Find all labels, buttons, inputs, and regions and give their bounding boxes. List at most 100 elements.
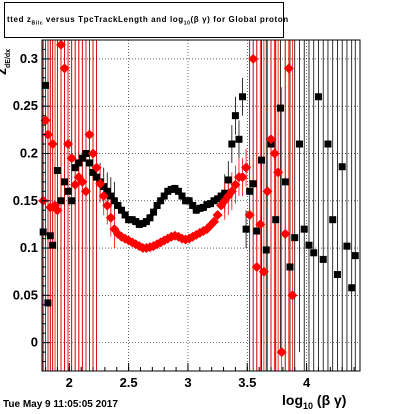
point-black — [57, 197, 65, 205]
x-tick-label: 4 — [303, 375, 311, 390]
point-red — [105, 212, 116, 223]
point-red — [258, 266, 269, 277]
y-tick-label: 0.1 — [20, 240, 38, 255]
title-sub1: Bilc — [31, 20, 44, 27]
point-black — [182, 197, 190, 205]
point-red — [59, 63, 70, 74]
point-black — [272, 216, 280, 224]
point-black — [210, 197, 218, 205]
point-black — [214, 195, 222, 203]
point-red — [84, 129, 95, 140]
point-black — [100, 183, 108, 191]
y-axis-label: zdE/dx — [0, 45, 33, 75]
ylabel-sub: dE/dx — [4, 48, 12, 68]
point-black — [295, 140, 303, 148]
point-black — [118, 206, 125, 214]
point-black — [196, 204, 204, 212]
point-black — [329, 216, 337, 224]
point-black — [239, 93, 247, 101]
point-black — [258, 156, 266, 164]
point-red — [77, 176, 88, 187]
point-red — [95, 178, 106, 189]
point-black — [135, 220, 143, 228]
point-black — [103, 187, 111, 195]
point-black — [178, 192, 186, 200]
point-black — [217, 192, 225, 200]
point-black — [189, 202, 197, 209]
point-black — [39, 228, 47, 236]
point-red — [248, 53, 259, 64]
ylabel-main: z — [0, 68, 9, 75]
point-black — [228, 140, 236, 148]
point-red — [230, 179, 241, 190]
point-red — [91, 162, 102, 173]
point-black — [85, 159, 93, 167]
point-black — [53, 167, 61, 175]
point-black — [343, 242, 351, 250]
point-red — [42, 129, 53, 140]
title-suffix: (β γ) for Global proton — [190, 15, 289, 24]
point-black — [128, 216, 136, 224]
x-axis-label: log10 (β γ) — [282, 392, 346, 411]
point-red — [262, 186, 273, 197]
point-black — [277, 104, 284, 112]
y-tick-label: 0.3 — [20, 51, 38, 66]
y-tick-label: 0.2 — [20, 145, 38, 160]
point-black — [110, 197, 118, 205]
y-tick-label: 0.05 — [13, 287, 38, 302]
point-black — [192, 206, 200, 214]
footer-timestamp: Tue May 9 11:05:05 2017 — [3, 399, 118, 410]
point-black — [75, 159, 83, 167]
point-black — [235, 135, 243, 143]
point-red — [52, 205, 63, 216]
point-black — [281, 178, 289, 186]
chart-title: tted zBilc versus TpcTrackLength and log… — [7, 15, 289, 27]
xlabel-tail: (β γ) — [313, 392, 347, 408]
point-red — [269, 148, 280, 159]
point-black — [89, 168, 97, 176]
point-black — [46, 232, 54, 240]
point-red — [88, 148, 99, 159]
xlabel-main: log — [282, 392, 303, 408]
point-black — [49, 241, 57, 249]
point-black — [203, 201, 211, 209]
point-red — [237, 172, 248, 183]
x-tick-label: 2.5 — [120, 375, 138, 390]
point-black — [348, 284, 356, 292]
point-black — [338, 163, 346, 171]
point-black — [164, 187, 172, 195]
point-black — [286, 263, 294, 271]
point-black — [160, 192, 168, 200]
point-red — [55, 39, 66, 50]
point-black — [107, 192, 115, 200]
point-black — [42, 81, 50, 89]
point-black — [44, 299, 52, 307]
point-red — [47, 139, 58, 150]
point-red — [66, 153, 77, 164]
title-box: tted zBilc versus TpcTrackLength and log… — [4, 2, 288, 38]
point-red — [276, 347, 287, 358]
data-markers — [38, 39, 359, 358]
point-black — [242, 225, 250, 233]
point-black — [300, 225, 308, 233]
point-black — [319, 255, 327, 263]
point-black — [121, 211, 129, 219]
point-black — [114, 202, 122, 209]
point-black — [333, 271, 341, 279]
x-tick-label: 3 — [184, 375, 191, 390]
point-black — [249, 180, 257, 188]
point-black — [231, 112, 239, 120]
point-black — [305, 241, 313, 249]
point-black — [68, 197, 76, 205]
point-red — [63, 139, 74, 150]
title-prefix: tted z — [7, 15, 32, 24]
point-black — [224, 176, 232, 184]
y-tick-label: 0.25 — [13, 98, 38, 113]
point-red — [40, 115, 51, 126]
point-black — [310, 249, 318, 257]
x-tick-label: 2 — [66, 375, 73, 390]
point-black — [171, 184, 179, 192]
y-tick-label: 0.15 — [13, 193, 38, 208]
point-black — [93, 173, 101, 181]
